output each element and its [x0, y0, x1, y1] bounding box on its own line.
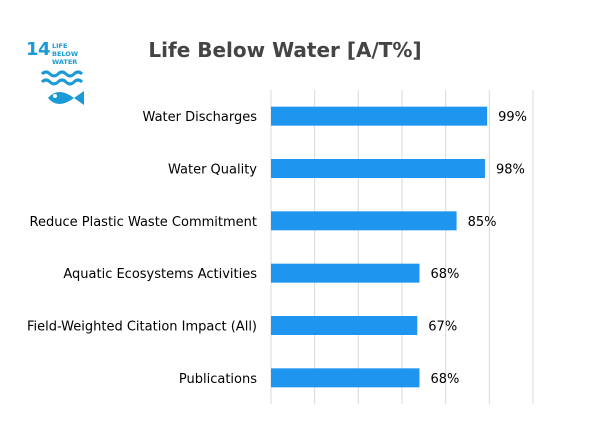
category-label: Water Quality	[168, 163, 257, 178]
bar	[271, 368, 420, 388]
category-label: Water Discharges	[143, 110, 258, 125]
bar	[271, 316, 418, 335]
sdg-text: LIFE BELOW WATER	[52, 42, 98, 66]
sdg-number: 14	[26, 39, 51, 60]
value-label: 68%	[430, 267, 459, 282]
category-label: Aquatic Ecosystems Activities	[63, 267, 257, 282]
value-label: 98%	[496, 163, 525, 178]
sdg-text-line2: BELOW WATER	[52, 50, 78, 66]
value-label: 85%	[468, 215, 497, 230]
value-label: 67%	[428, 320, 457, 335]
category-label: Reduce Plastic Waste Commitment	[30, 215, 257, 230]
bar	[271, 263, 420, 283]
chart-title: Life Below Water [A/T%]	[148, 38, 422, 62]
sdg-text-line1: LIFE	[52, 42, 68, 50]
value-label: 68%	[430, 372, 459, 387]
bar	[271, 159, 485, 178]
sdg-14-logo: 14 LIFE BELOW WATER	[26, 40, 98, 112]
category-label: Publications	[179, 372, 257, 387]
fish-icon	[40, 70, 84, 105]
value-label: 99%	[498, 110, 527, 125]
category-label: Field-Weighted Citation Impact (All)	[27, 320, 257, 335]
bar	[271, 106, 488, 126]
bar	[271, 211, 457, 231]
